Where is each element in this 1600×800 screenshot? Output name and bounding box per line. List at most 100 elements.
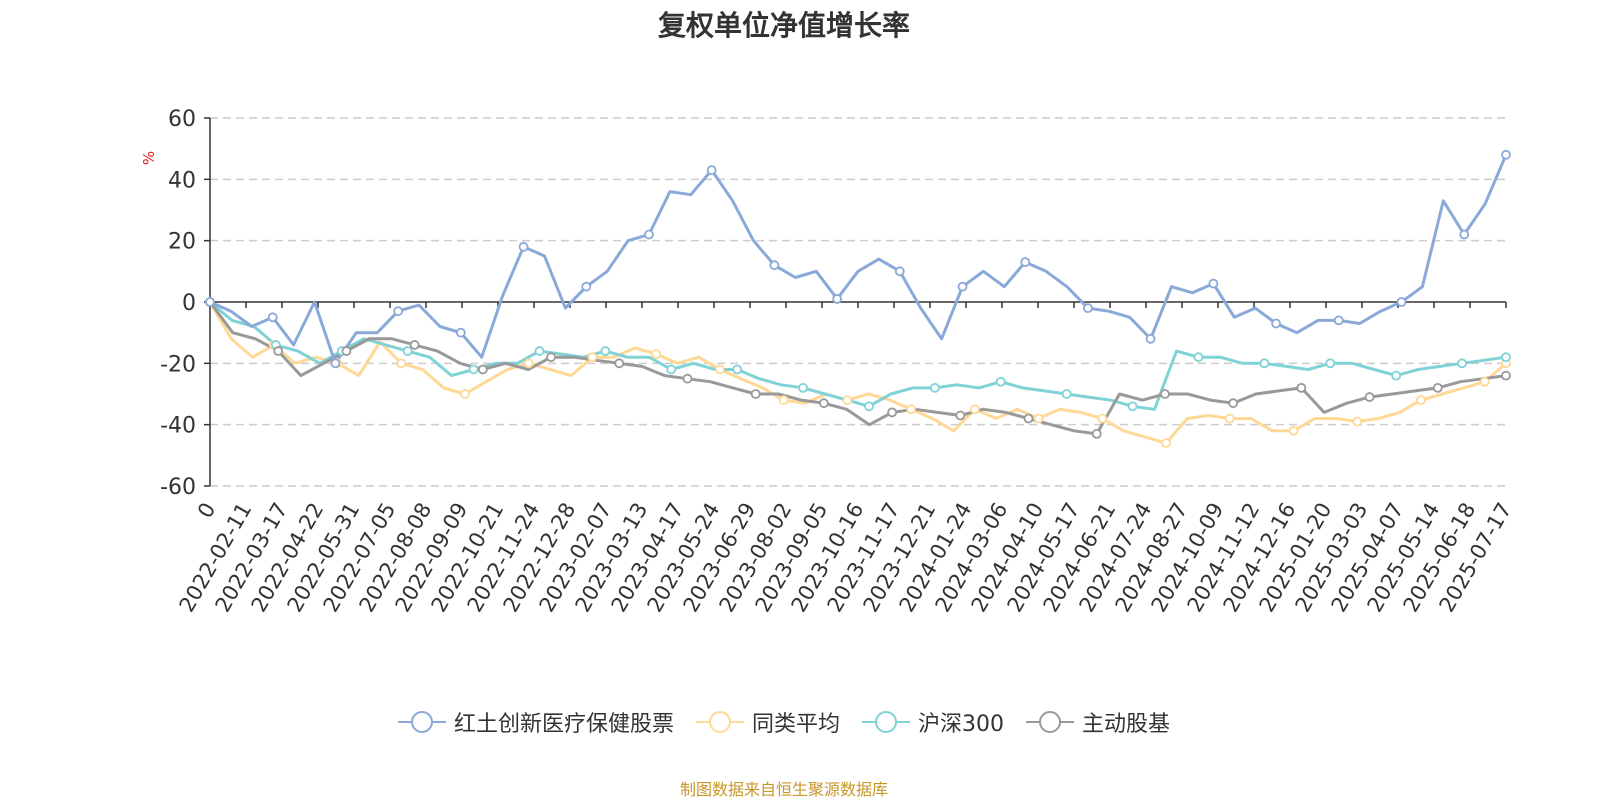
data-point: [832, 294, 842, 304]
series-line-fund: [209, 154, 1508, 365]
legend-label: 沪深300: [918, 712, 1004, 737]
data-point: [778, 395, 789, 406]
legend-item-hs300[interactable]: 沪深300: [862, 706, 1004, 738]
axis-labels: -60-40-200204060%02022-02-112022-03-1720…: [140, 107, 1516, 616]
legend-swatch-icon: [397, 711, 446, 733]
data-point: [1161, 438, 1171, 448]
data-point: [1396, 297, 1407, 307]
data-point: [1288, 425, 1299, 436]
data-point: [969, 404, 980, 415]
data-point: [267, 312, 278, 323]
data-point: [706, 165, 717, 176]
data-point: [402, 346, 413, 356]
data-point: [455, 327, 466, 338]
data-point: [798, 382, 808, 393]
data-point: [864, 401, 874, 412]
data-point: [523, 358, 534, 369]
data-point: [1061, 389, 1072, 399]
legend-label: 红土创新医疗保健股票: [453, 712, 674, 737]
data-point: [1091, 428, 1102, 439]
data-point: [1501, 149, 1511, 160]
data-point: [715, 364, 725, 375]
data-point: [1160, 389, 1170, 399]
data-point: [393, 306, 404, 317]
data-point: [894, 266, 905, 277]
data-point: [1193, 352, 1204, 363]
y-tick-label: -60: [160, 475, 196, 500]
chart-title: 复权单位净值增长率: [657, 9, 910, 42]
legend-label: 同类平均: [751, 712, 840, 737]
source-note: 制图数据来自恒生聚源数据库: [679, 780, 888, 799]
data-point: [330, 358, 341, 369]
data-point: [1432, 382, 1443, 393]
data-point: [468, 364, 479, 375]
data-point: [1325, 358, 1336, 369]
data-point: [732, 364, 743, 375]
data-point: [614, 358, 625, 369]
data-point: [1083, 303, 1093, 314]
data-point: [887, 407, 898, 418]
data-point: [1020, 257, 1031, 268]
data-point: [1416, 395, 1426, 406]
legend-label: 主动股基: [1082, 712, 1171, 737]
data-point: [1333, 315, 1344, 326]
x-tick-label: 0: [193, 499, 220, 523]
series-lines: [208, 154, 1508, 445]
data-point: [750, 389, 761, 399]
data-point: [587, 352, 598, 363]
data-point: [995, 376, 1006, 387]
data-point: [957, 281, 968, 292]
data-point: [651, 349, 662, 360]
data-point: [273, 346, 284, 356]
legend-item-fund[interactable]: 红土创新医疗保健股票: [397, 706, 674, 738]
data-point: [1208, 278, 1219, 289]
data-point: [1127, 401, 1138, 412]
data-point: [1271, 318, 1281, 329]
data-point: [1097, 413, 1108, 424]
data-point: [1457, 358, 1467, 369]
data-point: [1224, 413, 1235, 424]
data-point: [818, 398, 829, 409]
data-point: [534, 346, 545, 356]
data-point: [1501, 352, 1511, 363]
data-point: [600, 346, 611, 356]
data-point: [769, 260, 780, 271]
data-point: [842, 395, 853, 406]
data-point: [1023, 413, 1034, 424]
data-point: [666, 364, 677, 375]
axes: [204, 117, 1507, 487]
data-point: [955, 410, 966, 421]
y-axis-unit: %: [140, 151, 158, 165]
data-point: [518, 241, 529, 252]
data-point: [682, 373, 693, 384]
y-tick-label: 40: [168, 168, 196, 193]
data-point: [205, 297, 215, 307]
series-line-hs300: [209, 300, 1507, 411]
data-point: [1459, 229, 1470, 240]
series-line-active_equity: [208, 301, 1507, 436]
y-tick-label: -20: [160, 352, 196, 377]
legend-item-peer_avg[interactable]: 同类平均: [695, 706, 840, 738]
data-point: [1033, 413, 1044, 424]
data-point: [1352, 416, 1363, 427]
data-point: [1296, 382, 1307, 393]
grid-lines: [210, 117, 1506, 487]
line-chart: -60-40-200204060%02022-02-112022-03-1720…: [140, 107, 1516, 616]
data-point: [546, 352, 556, 363]
y-tick-label: -40: [160, 414, 196, 439]
legend: 红土创新医疗保健股票 同类平均 沪深300 主动股基: [0, 706, 1568, 738]
y-tick-label: 0: [182, 291, 196, 316]
data-point: [1364, 392, 1375, 402]
data-point: [396, 358, 407, 369]
y-tick-label: 60: [168, 107, 196, 132]
y-tick-label: 20: [168, 230, 196, 255]
series-markers: [205, 149, 1511, 448]
data-point: [460, 389, 470, 399]
data-point: [1391, 370, 1402, 381]
data-point: [341, 346, 352, 356]
data-point: [477, 364, 488, 375]
data-point: [1228, 398, 1239, 409]
legend-item-active_equity[interactable]: 主动股基: [1026, 706, 1170, 738]
legend-swatch-icon: [862, 711, 910, 733]
data-point: [644, 229, 654, 240]
